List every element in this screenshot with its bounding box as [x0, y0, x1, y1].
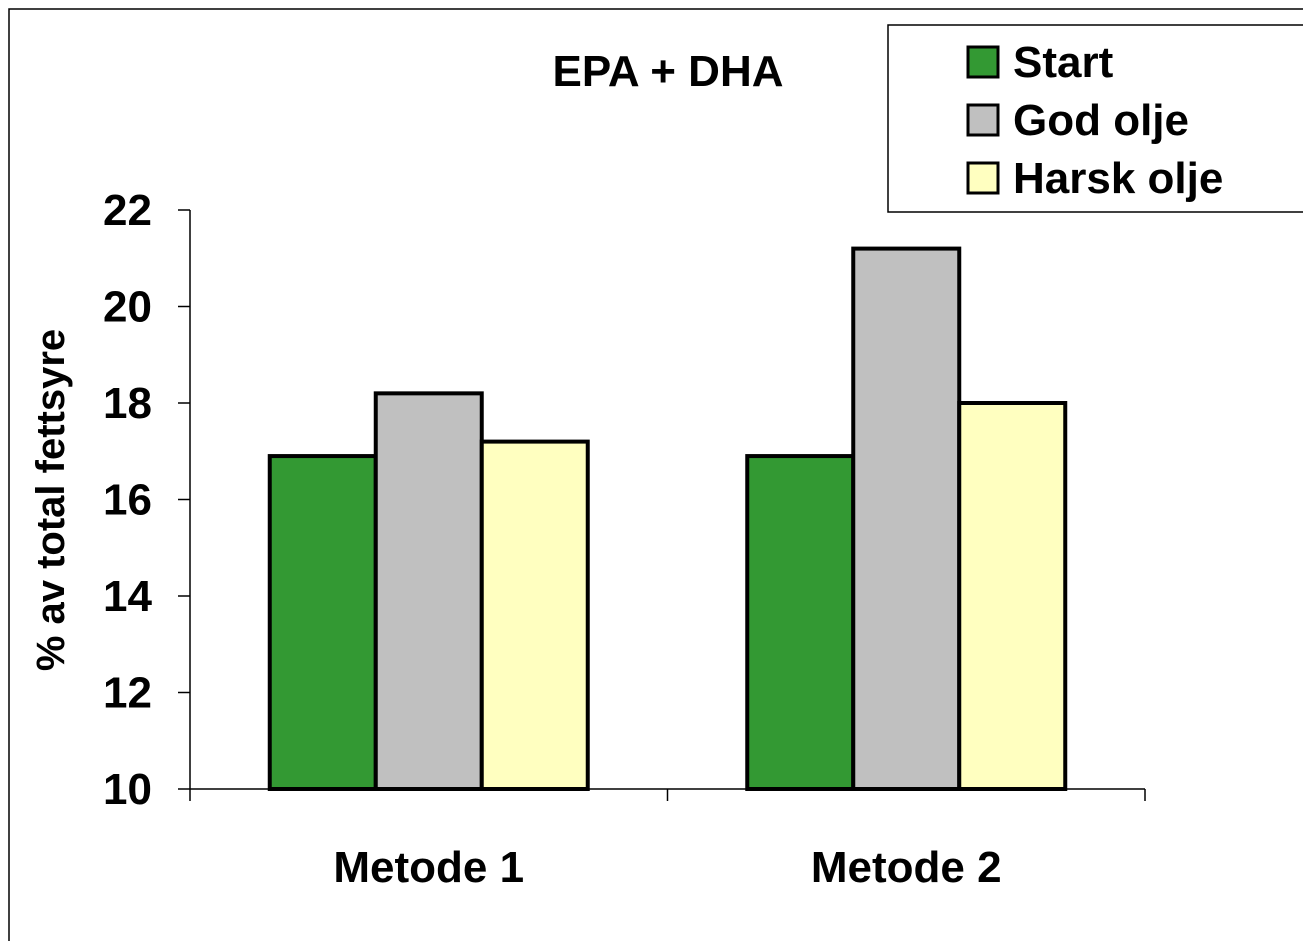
bar-harsk-olje-2 [957, 401, 1068, 791]
bars-group [267, 246, 1068, 792]
bar-god-olje-2 [851, 246, 962, 792]
legend: Start God olje Harsk olje [887, 24, 1303, 213]
y-tick-label: 10 [103, 765, 152, 814]
legend-swatch-god-olje [966, 103, 1000, 137]
bar-start-1 [267, 454, 378, 791]
y-tick-label: 12 [103, 669, 152, 718]
y-tick-label: 16 [103, 476, 152, 525]
bar-god-olje-1 [373, 391, 484, 791]
x-tick-label: Metode 2 [811, 843, 1002, 892]
bar-harsk-olje-1 [479, 439, 590, 791]
chart-title: EPA + DHA [552, 47, 783, 96]
legend-box [887, 24, 1303, 213]
bar-start-2 [745, 454, 856, 791]
legend-swatch-harsk-olje [966, 161, 1000, 195]
y-axis-label: % av total fettsyre [29, 329, 73, 671]
y-tick-label: 14 [103, 572, 152, 621]
legend-swatch-start [966, 45, 1000, 79]
x-tick-label: Metode 1 [333, 843, 524, 892]
axes-group: Metode 1 Metode 2 10 12 14 16 18 20 22 [103, 186, 1146, 892]
legend-label: Start [1013, 38, 1114, 87]
legend-label: God olje [1013, 96, 1189, 145]
legend-label: Harsk olje [1013, 154, 1223, 203]
y-tick-label: 18 [103, 379, 152, 428]
y-tick-label: 22 [103, 186, 152, 235]
y-tick-label: 20 [103, 283, 152, 332]
